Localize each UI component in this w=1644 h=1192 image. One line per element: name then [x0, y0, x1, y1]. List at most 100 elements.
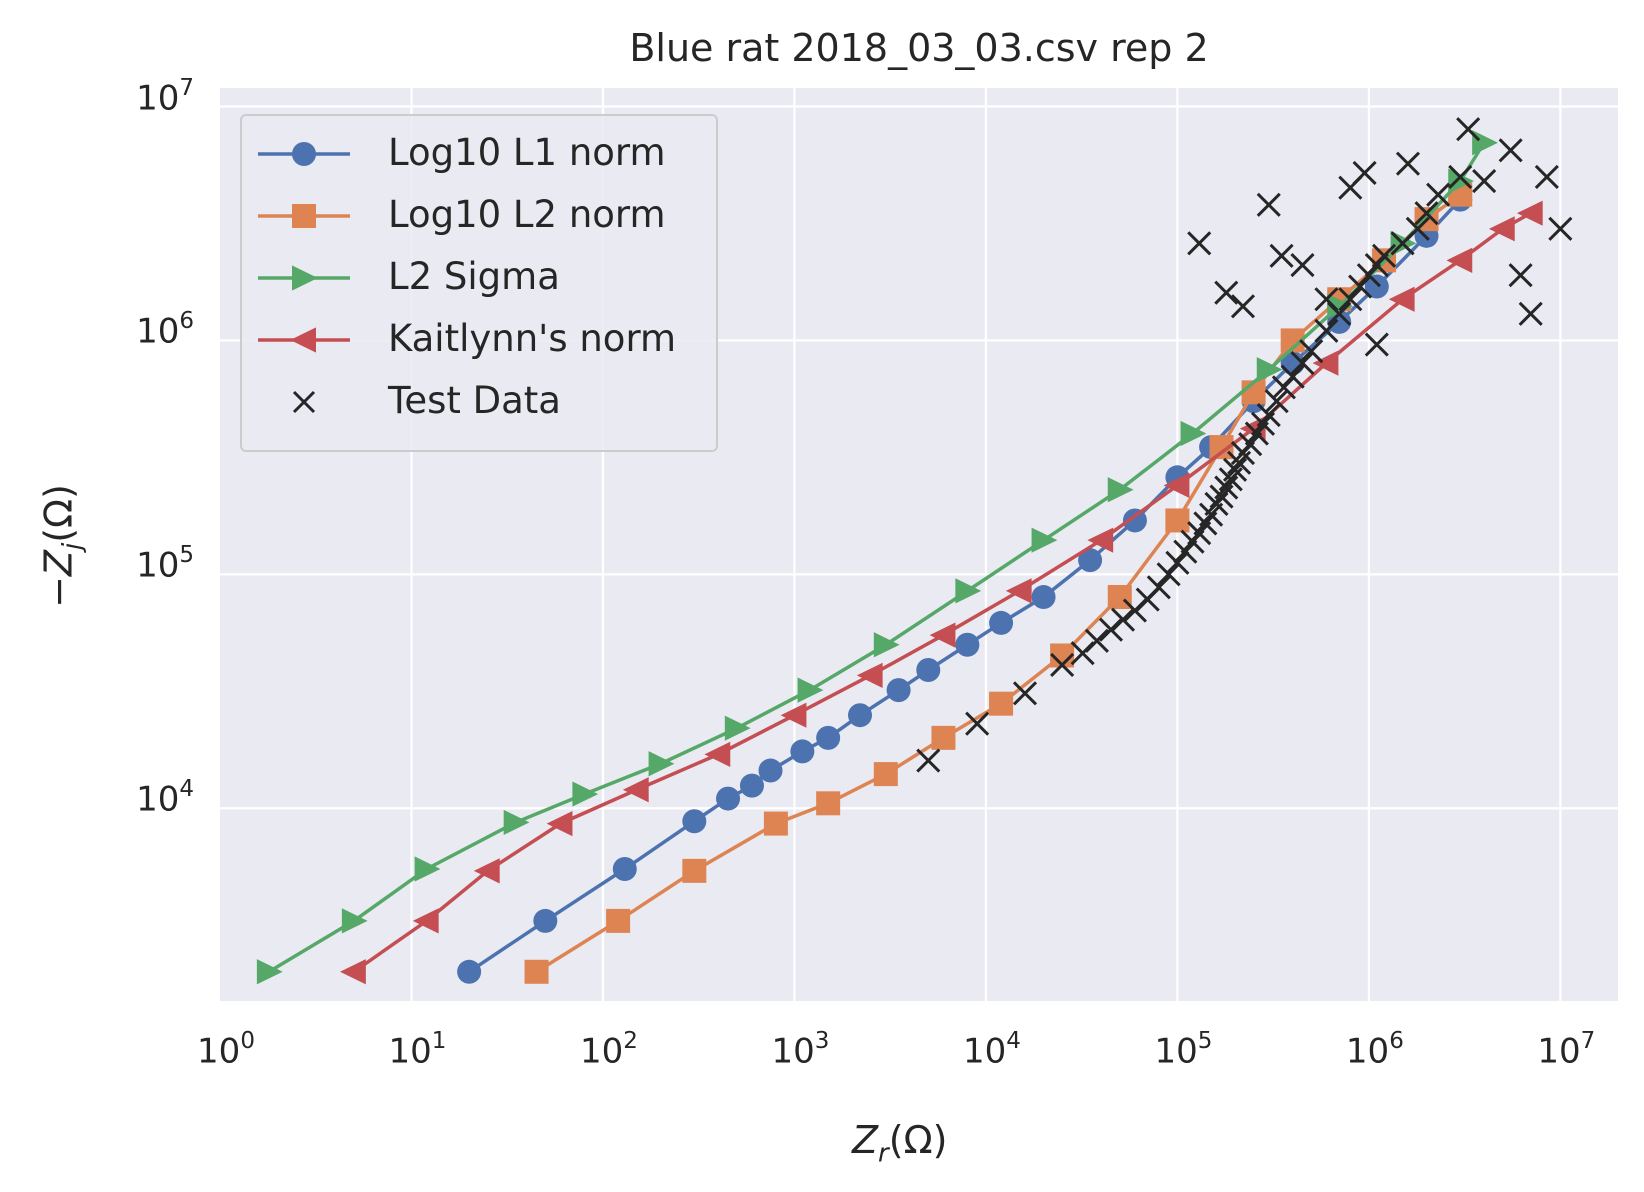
data-point	[1371, 243, 1397, 268]
data-point	[1122, 508, 1147, 533]
data-point	[1012, 681, 1038, 706]
legend-label: Test Data	[388, 379, 561, 422]
data-point	[682, 809, 707, 834]
data-point	[1222, 457, 1248, 482]
x-tick-label: 102	[580, 1028, 638, 1072]
data-point	[1290, 253, 1315, 278]
legend-swatch	[292, 390, 316, 414]
data-point	[546, 810, 573, 837]
data-point	[1508, 263, 1533, 288]
data-point	[797, 677, 824, 703]
data-point	[790, 739, 815, 764]
data-point	[816, 725, 841, 750]
data-point	[1356, 263, 1381, 288]
data-point	[572, 781, 599, 807]
data-point	[873, 632, 900, 658]
data-point	[1084, 628, 1110, 653]
legend-label: Kaitlynn's norm	[388, 317, 677, 360]
data-point	[955, 578, 982, 604]
data-point	[1405, 216, 1430, 241]
legend-item: Test Data	[242, 372, 716, 432]
data-point	[1414, 201, 1439, 226]
data-point	[716, 786, 741, 811]
data-point	[1173, 539, 1198, 564]
data-point	[1448, 168, 1475, 194]
data-point	[1204, 491, 1229, 517]
data-point	[955, 632, 980, 657]
data-point	[524, 959, 549, 984]
chart-title: Blue rat 2018_03_03.csv rep 2	[629, 26, 1209, 70]
data-point	[682, 858, 707, 883]
data-point	[414, 856, 441, 882]
x-tick-label: 103	[771, 1028, 830, 1072]
data-point	[457, 959, 482, 984]
data-point	[1388, 286, 1415, 312]
data-point	[1165, 550, 1190, 575]
data-point	[612, 857, 637, 882]
data-point	[1312, 350, 1339, 376]
data-point	[1256, 402, 1281, 428]
data-point	[1264, 389, 1289, 414]
data-point	[1078, 548, 1103, 573]
data-point	[1446, 247, 1473, 273]
y-tick-label: 104	[136, 776, 194, 820]
data-point	[848, 703, 873, 728]
data-point	[1256, 357, 1283, 383]
data-point	[1238, 432, 1263, 457]
legend-label: Log10 L1 norm	[388, 131, 666, 174]
x-tick-label: 107	[1537, 1028, 1596, 1072]
data-point	[1352, 160, 1377, 186]
data-point	[724, 715, 751, 741]
x-axis-label: Zr(Ω)	[852, 1118, 948, 1169]
data-point	[1156, 562, 1181, 587]
data-point	[1187, 231, 1212, 256]
legend-label: L2 Sigma	[388, 255, 560, 298]
data-point	[1290, 351, 1315, 376]
legend-item: L2 Sigma	[242, 248, 716, 308]
gridlines	[220, 88, 1618, 1001]
data-point	[340, 959, 366, 985]
data-point	[916, 658, 941, 683]
legend-item: Kaitlynn's norm	[242, 310, 716, 370]
data-point	[1230, 294, 1256, 319]
data-point	[412, 908, 439, 934]
data-point	[473, 858, 500, 884]
series-3	[340, 200, 1543, 985]
data-point	[1256, 192, 1281, 217]
y-axis-label: −Zj(Ω)	[36, 484, 88, 608]
legend-label: Log10 L2 norm	[388, 193, 666, 236]
data-point	[1146, 575, 1171, 600]
data-point	[1364, 332, 1389, 357]
data-point	[1472, 130, 1498, 156]
data-point	[1364, 274, 1389, 299]
data-point	[1314, 318, 1339, 343]
series-layer	[256, 117, 1573, 985]
data-point	[1005, 578, 1032, 604]
data-point	[1314, 287, 1339, 312]
data-point	[1516, 200, 1543, 226]
data-point	[1110, 607, 1136, 632]
x-tick-label: 101	[388, 1028, 447, 1072]
data-point	[1456, 117, 1481, 142]
x-tick-label: 106	[1345, 1028, 1404, 1072]
data-point	[1280, 364, 1305, 389]
series-4	[916, 117, 1573, 773]
data-point	[965, 711, 990, 736]
data-point	[1269, 243, 1294, 268]
data-point	[503, 809, 530, 836]
data-point	[1327, 293, 1354, 319]
data-point	[916, 748, 941, 773]
data-point	[1395, 151, 1421, 176]
legend-swatch	[258, 327, 350, 353]
data-point	[816, 791, 841, 816]
data-point	[256, 959, 283, 985]
data-point	[1087, 527, 1114, 553]
data-point	[1348, 274, 1373, 299]
data-point	[873, 762, 898, 787]
y-tick-label: 106	[136, 308, 194, 352]
data-point	[1165, 508, 1190, 533]
data-point	[704, 741, 731, 767]
data-point	[1488, 216, 1515, 242]
y-tick-label: 105	[136, 542, 194, 586]
legend: Log10 L1 norm Log10 L2 norm L2 Sigma Kaitly…	[240, 114, 718, 452]
